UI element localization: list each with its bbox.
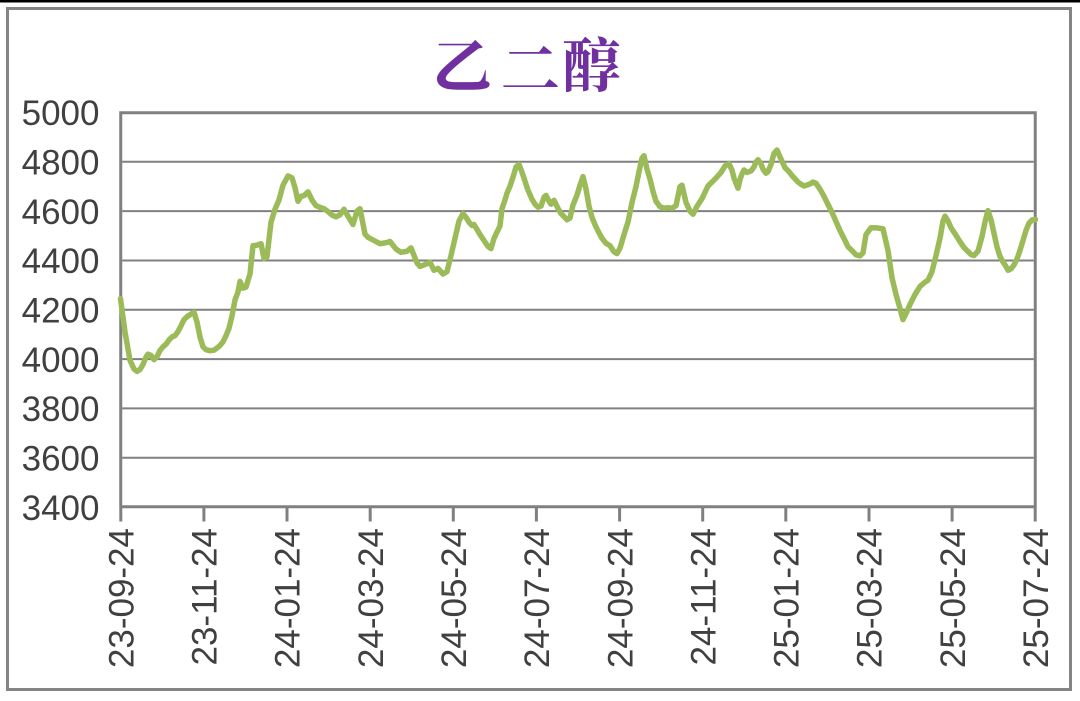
svg-text:24-03-24: 24-03-24 bbox=[352, 528, 391, 668]
svg-text:3800: 3800 bbox=[22, 390, 100, 429]
svg-text:4400: 4400 bbox=[22, 242, 100, 281]
svg-text:4000: 4000 bbox=[22, 341, 100, 380]
svg-text:25-01-24: 25-01-24 bbox=[768, 528, 807, 668]
svg-text:24-05-24: 24-05-24 bbox=[435, 528, 474, 668]
svg-text:4200: 4200 bbox=[22, 292, 100, 331]
svg-text:24-11-24: 24-11-24 bbox=[684, 528, 723, 666]
svg-text:24-01-24: 24-01-24 bbox=[269, 528, 308, 668]
svg-text:25-07-24: 25-07-24 bbox=[1017, 528, 1056, 668]
svg-text:25-03-24: 25-03-24 bbox=[851, 528, 890, 668]
svg-text:3400: 3400 bbox=[22, 489, 100, 528]
svg-text:3600: 3600 bbox=[22, 439, 100, 478]
svg-text:23-09-24: 23-09-24 bbox=[102, 528, 141, 668]
svg-text:24-07-24: 24-07-24 bbox=[518, 528, 557, 668]
svg-text:5000: 5000 bbox=[22, 94, 100, 133]
svg-text:24-09-24: 24-09-24 bbox=[601, 528, 640, 668]
svg-text:4600: 4600 bbox=[22, 193, 100, 232]
svg-text:4800: 4800 bbox=[22, 144, 100, 183]
svg-text:25-05-24: 25-05-24 bbox=[934, 528, 973, 668]
svg-text:23-11-24: 23-11-24 bbox=[186, 528, 225, 666]
